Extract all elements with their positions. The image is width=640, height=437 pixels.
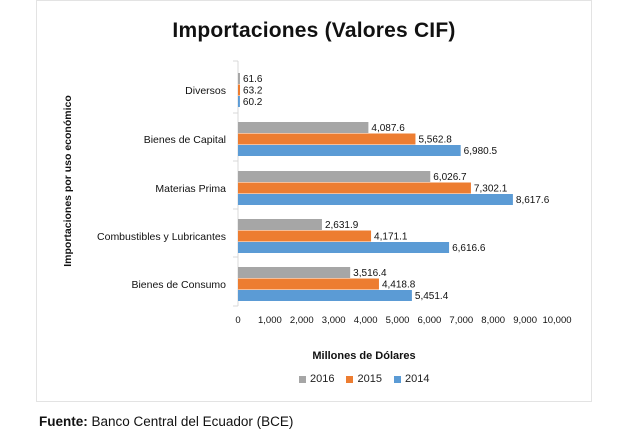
x-tick-label: 10,000	[542, 315, 571, 326]
data-label: 60.2	[243, 97, 263, 108]
legend-swatch-2016	[299, 375, 306, 383]
source-note: Fuente: Banco Central del Ecuador (BCE)	[39, 414, 293, 429]
bar-2015	[238, 84, 241, 96]
data-label: 63.2	[243, 86, 263, 97]
data-label: 3,516.4	[353, 268, 387, 279]
bar-2016	[238, 267, 351, 278]
category-label: Diversos	[185, 85, 226, 97]
x-tick-label: 5,000	[386, 315, 410, 326]
data-label: 61.6	[243, 74, 263, 85]
y-axis-title: Importaciones por uso económico	[62, 95, 74, 267]
data-label: 4,171.1	[374, 232, 408, 243]
x-tick-label: 4,000	[354, 315, 378, 326]
legend-label-2014: 2014	[404, 373, 430, 385]
category-label: Materias Prima	[155, 183, 226, 195]
legend-item-2016: 2016	[299, 373, 334, 385]
legend: 2016 2015 2014	[299, 373, 429, 385]
legend-item-2014: 2014	[393, 373, 430, 385]
legend-swatch-2014	[393, 375, 401, 383]
x-tick-label: 1,000	[258, 315, 282, 326]
bar-2014	[238, 194, 513, 205]
data-label: 4,087.6	[371, 123, 405, 134]
data-label: 5,451.4	[415, 291, 449, 302]
data-label: 5,562.8	[418, 135, 452, 146]
source-label: Fuente:	[39, 414, 88, 429]
bar-2015	[238, 230, 372, 242]
bar-2014	[238, 145, 461, 156]
data-label: 7,302.1	[474, 184, 508, 195]
legend-label-2016: 2016	[310, 373, 335, 385]
x-tick-label: 6,000	[418, 315, 442, 326]
legend-label-2015: 2015	[357, 373, 382, 385]
x-tick-label: 0	[235, 315, 240, 326]
legend-item-2015: 2015	[346, 373, 382, 385]
bar-2015	[238, 133, 416, 145]
bar-2015	[238, 182, 471, 194]
chart-svg: Diversos Bienes de Capital Materias Prima C…	[62, 60, 572, 362]
category-label: Bienes de Capital	[144, 134, 226, 146]
source-text: Banco Central del Ecuador (BCE)	[91, 414, 294, 429]
bar-2015	[238, 278, 379, 290]
data-label: 8,617.6	[516, 195, 550, 206]
bar-2016	[238, 73, 240, 84]
x-axis-title: Millones de Dólares	[312, 350, 415, 362]
data-label: 6,980.5	[464, 146, 498, 157]
bar-2016	[238, 219, 322, 230]
x-tick-label: 7,000	[449, 315, 473, 326]
bar-2014	[238, 290, 412, 301]
bar-2014	[238, 96, 240, 107]
legend-swatch-2015	[346, 375, 354, 383]
x-tick-label: 3,000	[322, 315, 346, 326]
chart-title: Importaciones (Valores CIF)	[172, 19, 456, 42]
x-tick-label: 2,000	[290, 315, 314, 326]
data-label: 2,631.9	[325, 220, 359, 231]
category-label: Combustibles y Lubricantes	[97, 231, 226, 243]
bar-2016	[238, 122, 369, 133]
bar-2016	[238, 171, 431, 182]
x-tick-label: 8,000	[481, 315, 505, 326]
data-label: 6,026.7	[433, 172, 467, 183]
data-label: 4,418.8	[382, 280, 416, 291]
data-label: 6,616.6	[452, 243, 486, 254]
x-tick-label: 9,000	[513, 315, 537, 326]
category-label: Bienes de Consumo	[131, 279, 226, 291]
bar-2014	[238, 242, 450, 253]
chart-frame: Importaciones (Valores CIF) Diversos Bien…	[36, 0, 592, 402]
